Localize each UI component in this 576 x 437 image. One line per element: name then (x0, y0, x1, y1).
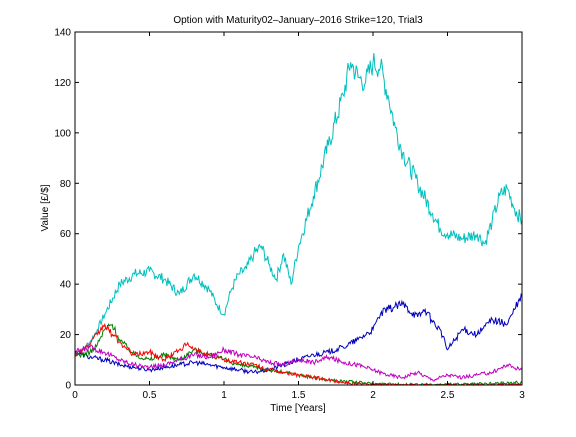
y-tick-label: 140 (54, 28, 71, 39)
x-tick-label: 1 (221, 390, 227, 401)
chart-title: Option with Maturity02–January–2016 Stri… (173, 15, 423, 26)
y-tick-label: 60 (60, 229, 72, 240)
y-tick-label: 80 (60, 179, 72, 190)
x-tick-label: 0 (72, 390, 78, 401)
x-axis-label: Time [Years] (270, 403, 326, 414)
x-tick-label: 1.5 (292, 390, 306, 401)
series-layer (74, 52, 523, 387)
x-tick-label: 2 (370, 390, 376, 401)
series-line-5 (74, 344, 523, 382)
x-tick-label: 3 (519, 390, 525, 401)
y-axis-label: Value [£/$] (40, 184, 51, 231)
series-line-3 (74, 323, 523, 387)
y-tick-label: 40 (60, 280, 72, 291)
y-tick-label: 100 (54, 128, 71, 139)
plot-area-frame (74, 31, 523, 386)
series-line-2 (74, 292, 523, 375)
y-tick-label: 0 (65, 381, 71, 392)
series-line-1 (74, 52, 523, 356)
x-tick-label: 2.5 (441, 390, 455, 401)
y-tick-label: 20 (60, 330, 72, 341)
tick-layer: 0 0.5 1 1.5 2 2.5 3 0 20 40 60 80 100 120 140 (54, 28, 525, 402)
y-tick-label: 120 (54, 78, 71, 89)
x-tick-label: 0.5 (143, 390, 157, 401)
